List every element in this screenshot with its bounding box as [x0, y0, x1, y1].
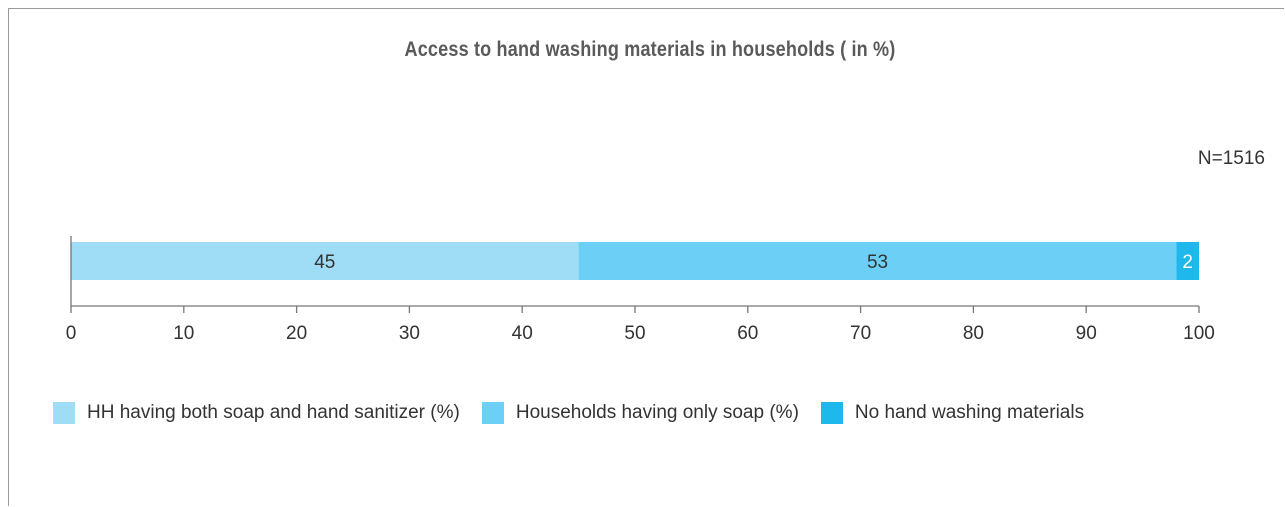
legend-swatch — [820, 402, 843, 424]
chart-title: Access to hand washing materials in hous… — [404, 38, 896, 61]
legend-swatch — [53, 402, 75, 424]
legend: HH having both soap and hand sanitizer (… — [53, 402, 1106, 424]
chart-frame — [8, 8, 1284, 506]
data-label-3: 2 — [1182, 252, 1193, 273]
legend-label: No hand washing materials — [854, 402, 1085, 423]
data-label-2: 53 — [867, 252, 888, 273]
x-tick-label: 10 — [173, 323, 194, 344]
x-tick-label: 60 — [737, 323, 758, 344]
x-tick-label: 30 — [399, 323, 420, 344]
legend-item-2: Households having only soap (%) — [481, 402, 799, 424]
bar-segment-1 — [71, 242, 579, 280]
x-tick-label: 70 — [850, 323, 871, 344]
legend-item-1: HH having both soap and hand sanitizer (… — [53, 402, 460, 424]
x-tick-label: 0 — [66, 323, 77, 344]
x-tick-label: 40 — [512, 323, 533, 344]
legend-swatch — [481, 402, 504, 424]
x-tick-label: 80 — [963, 323, 984, 344]
x-tick-label: 100 — [1183, 323, 1215, 344]
legend-label: Households having only soap (%) — [515, 402, 799, 423]
x-tick-label: 50 — [624, 323, 645, 344]
x-tick-label: 90 — [1076, 323, 1097, 344]
sample-size-note: N=1516 — [1197, 148, 1265, 169]
x-tick-label: 20 — [286, 323, 307, 344]
bar-segment-2 — [578, 242, 1177, 280]
bar-segment-3 — [1176, 242, 1199, 280]
legend-item-3: No hand washing materials — [820, 402, 1085, 424]
data-label-1: 45 — [314, 252, 335, 273]
legend-label: HH having both soap and hand sanitizer (… — [87, 402, 460, 423]
